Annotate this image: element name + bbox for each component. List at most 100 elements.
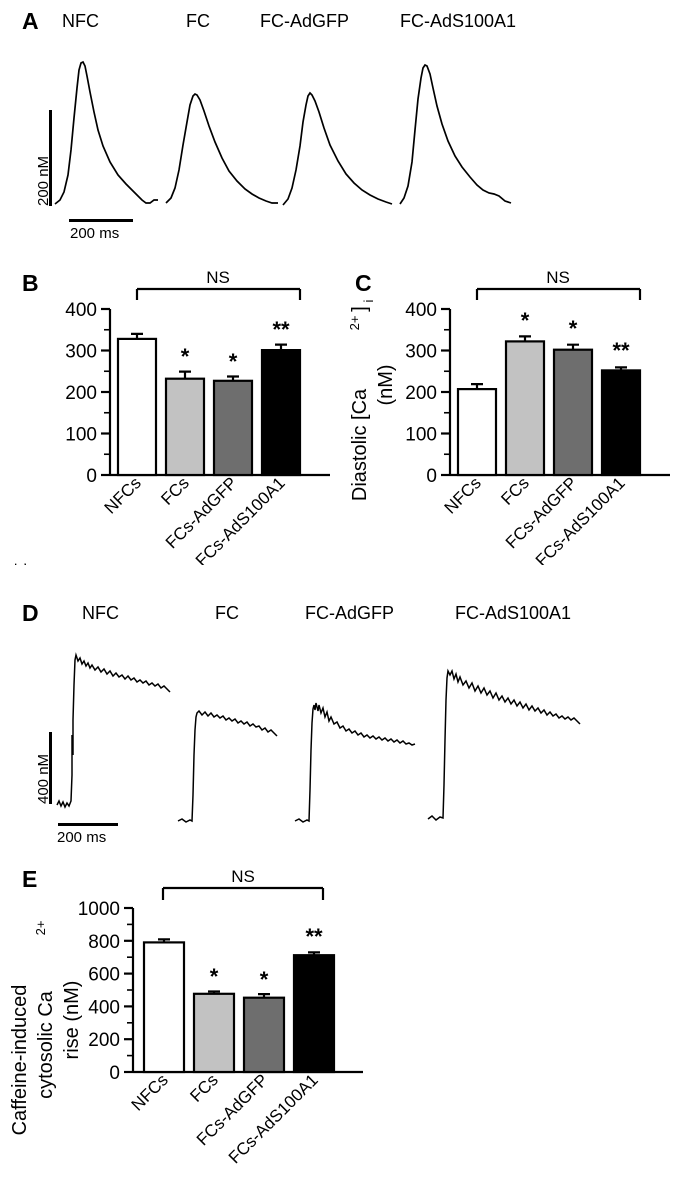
panel-e-bar-nfcs	[142, 941, 186, 1074]
panel-e-errorbar-fcs-adgfp	[258, 993, 270, 998]
panel-b-xlabel-fcs: FCs	[157, 473, 192, 508]
panel-e-errorbar-fcs-ads100a1	[308, 951, 320, 956]
svg-text:NS: NS	[206, 268, 230, 287]
panel-b-bar-fcs-ads100a1	[260, 348, 302, 477]
panel-d-vertical-scalebar	[49, 732, 52, 804]
panel-b-ylabel: Ca 2+ -transient amplitude (nM)	[9, 563, 31, 565]
svg-text:300: 300	[405, 342, 437, 363]
panel-a-horizontal-scalebar-label: 200 ms	[70, 225, 120, 242]
svg-text:100: 100	[405, 425, 437, 446]
panel-e-bar-fcs-adgfp	[242, 996, 286, 1074]
svg-text:**: **	[305, 924, 323, 949]
panel-b-xlabel-nfcs: NFCs	[101, 473, 145, 517]
svg-text:800: 800	[88, 932, 120, 953]
svg-text:Diastolic [Ca: Diastolic [Ca	[349, 388, 371, 501]
trace-fc-d	[177, 709, 278, 823]
panel-b-errorbar-fcs	[179, 370, 191, 379]
panel-e-chart: Caffeine-induced cytosolic Ca 2+ rise (n…	[9, 867, 363, 1167]
panel-b-bar-nfcs	[116, 337, 158, 477]
panel-b-ns-bracket: NS	[135, 268, 302, 300]
panel-d-trace-label-fc-ads100a1: FC-AdS100A1	[455, 603, 572, 623]
svg-text:300: 300	[65, 342, 97, 363]
panel-c-xlabels: NFCs FCs FCs-AdGFP FCs-AdS100A1	[441, 473, 629, 565]
panel-c-ns-bracket: NS	[475, 268, 642, 300]
trace-fc-ads100a1-a	[399, 63, 512, 205]
panel-b-xlabels: NFCs FCs FCs-AdGFP FCs-AdS100A1	[101, 473, 289, 565]
svg-text:200: 200	[88, 1030, 120, 1051]
panel-e-ns-bracket: NS	[161, 867, 325, 900]
svg-text:**: **	[272, 317, 290, 342]
panel-c-errorbar-fcs	[519, 335, 531, 342]
svg-text:400: 400	[405, 300, 437, 321]
svg-text:NS: NS	[546, 268, 570, 287]
panel-d-trace-label-nfc: NFC	[82, 603, 119, 623]
panel-a-trace-label-fc-ads100a1: FC-AdS100A1	[400, 11, 517, 31]
panel-a-trace-label-fc-adgfp: FC-AdGFP	[260, 11, 350, 31]
panel-c-bar-fcs-adgfp	[552, 348, 594, 477]
panel-letter-c: C	[355, 270, 372, 296]
svg-text:*: *	[521, 308, 530, 333]
panel-b-bar-fcs-adgfp	[212, 379, 254, 477]
panel-e-xlabel-fcs: FCs	[186, 1070, 221, 1105]
svg-text:2+: 2+	[33, 921, 48, 936]
panel-e-xlabel-nfcs: NFCs	[128, 1070, 172, 1114]
svg-text:200: 200	[65, 383, 97, 404]
panel-c-yticks: 0 100 200 300 400	[405, 300, 450, 487]
svg-text:0: 0	[86, 466, 97, 487]
panel-e-ylabel: Caffeine-induced cytosolic Ca 2+ rise (n…	[9, 921, 83, 1136]
panel-e-errorbar-nfcs	[158, 938, 170, 943]
svg-text:2+: 2+	[347, 316, 362, 331]
svg-text:100: 100	[65, 425, 97, 446]
svg-text:cytosolic Ca: cytosolic Ca	[35, 990, 57, 1099]
svg-text:*: *	[260, 967, 269, 992]
svg-text:rise (nM): rise (nM)	[61, 981, 83, 1060]
trace-fc-ads100a1-d	[427, 668, 581, 821]
panel-b-yticks: 0 100 200 300 400	[65, 300, 110, 487]
svg-text:600: 600	[88, 965, 120, 986]
panel-d-trace-label-fc-adgfp: FC-AdGFP	[305, 603, 395, 623]
panel-a-horizontal-scalebar	[69, 219, 133, 222]
svg-text:*: *	[569, 316, 578, 341]
panel-a-trace-label-fc: FC	[186, 11, 210, 31]
panel-e-xlabels: NFCs FCs FCs-AdGFP FCs-AdS100A1	[128, 1070, 322, 1167]
panel-e-bar-fcs	[192, 992, 236, 1074]
svg-text:0: 0	[109, 1063, 120, 1084]
panel-letter-a: A	[22, 8, 39, 34]
panel-e-xlabel-fcs-ads100a1: FCs-AdS100A1	[225, 1070, 322, 1167]
panel-b-bar-fcs	[164, 377, 206, 477]
panel-c-bar-fcs-ads100a1	[600, 369, 642, 477]
panel-e-errorbar-fcs	[208, 990, 220, 994]
svg-text:200: 200	[405, 383, 437, 404]
panel-c-errorbar-nfcs	[471, 383, 483, 390]
trace-fc-a	[165, 92, 278, 204]
panel-c-bar-nfcs	[456, 387, 498, 477]
panel-a-vertical-scalebar	[49, 110, 52, 206]
svg-text:i: i	[361, 299, 376, 302]
svg-text:]: ]	[349, 306, 371, 312]
panel-c-errorbar-fcs-adgfp	[567, 343, 579, 350]
panel-d-trace-label-fc: FC	[215, 603, 239, 623]
svg-text:NS: NS	[231, 867, 255, 886]
panel-b-errorbar-fcs-adgfp	[227, 375, 239, 381]
trace-nfc-d	[56, 652, 171, 809]
panel-c-xlabel-nfcs: NFCs	[441, 473, 485, 517]
trace-nfc-a	[54, 60, 158, 205]
trace-fc-adgfp-a	[282, 91, 393, 206]
panel-letter-b: B	[22, 270, 39, 296]
panel-e-yticks: 0 200 400 600 800 1000	[78, 899, 133, 1084]
panel-letter-e: E	[22, 866, 38, 892]
svg-text:400: 400	[88, 997, 120, 1018]
panel-letter-d: D	[22, 600, 39, 626]
panel-b-errorbar-nfcs	[131, 332, 143, 339]
panel-c-chart: Diastolic [Ca 2+ ] i (nM) 0 100 200 300 …	[347, 268, 670, 565]
svg-text:*: *	[210, 964, 219, 989]
svg-text:*: *	[229, 349, 238, 374]
svg-text:0: 0	[426, 466, 437, 487]
panel-c-xlabel-fcs: FCs	[497, 473, 532, 508]
svg-text:1000: 1000	[78, 899, 120, 920]
panel-d-traces	[56, 652, 581, 823]
panel-c-errorbar-fcs-ads100a1	[615, 366, 627, 371]
svg-text:400: 400	[65, 300, 97, 321]
svg-text:(nM): (nM)	[375, 364, 397, 405]
